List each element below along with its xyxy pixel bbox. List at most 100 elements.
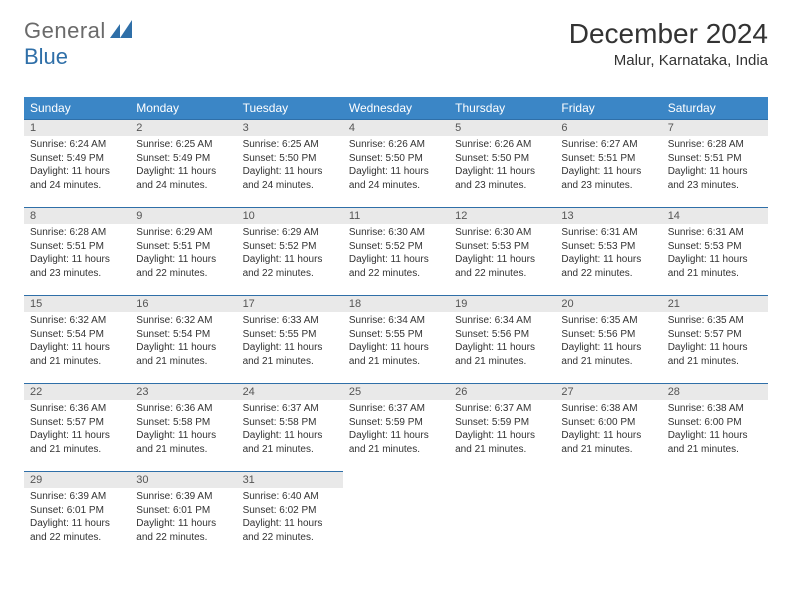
day-body: Sunrise: 6:26 AMSunset: 5:50 PMDaylight:… bbox=[343, 136, 449, 194]
day-line-ss: Sunset: 5:49 PM bbox=[136, 152, 230, 166]
day-number: 24 bbox=[237, 383, 343, 400]
day-line-d1: Daylight: 11 hours bbox=[30, 165, 124, 179]
calendar-day-cell: 4Sunrise: 6:26 AMSunset: 5:50 PMDaylight… bbox=[343, 119, 449, 207]
brand-word1: General bbox=[24, 18, 106, 44]
day-number: 6 bbox=[555, 119, 661, 136]
day-line-d2: and 21 minutes. bbox=[668, 443, 762, 457]
day-line-sr: Sunrise: 6:26 AM bbox=[455, 138, 549, 152]
day-line-d2: and 22 minutes. bbox=[455, 267, 549, 281]
day-body: Sunrise: 6:25 AMSunset: 5:50 PMDaylight:… bbox=[237, 136, 343, 194]
day-line-sr: Sunrise: 6:31 AM bbox=[668, 226, 762, 240]
calendar-table: Sunday Monday Tuesday Wednesday Thursday… bbox=[24, 97, 768, 559]
day-line-d1: Daylight: 11 hours bbox=[349, 253, 443, 267]
day-line-ss: Sunset: 5:51 PM bbox=[136, 240, 230, 254]
calendar-day-cell: 30Sunrise: 6:39 AMSunset: 6:01 PMDayligh… bbox=[130, 471, 236, 559]
day-line-sr: Sunrise: 6:37 AM bbox=[349, 402, 443, 416]
day-line-d1: Daylight: 11 hours bbox=[455, 341, 549, 355]
calendar-day-cell: 21Sunrise: 6:35 AMSunset: 5:57 PMDayligh… bbox=[662, 295, 768, 383]
day-line-d1: Daylight: 11 hours bbox=[668, 429, 762, 443]
day-number: 29 bbox=[24, 471, 130, 488]
day-line-sr: Sunrise: 6:37 AM bbox=[243, 402, 337, 416]
day-line-d1: Daylight: 11 hours bbox=[243, 429, 337, 443]
day-line-d1: Daylight: 11 hours bbox=[668, 165, 762, 179]
day-body: Sunrise: 6:37 AMSunset: 5:59 PMDaylight:… bbox=[343, 400, 449, 458]
calendar-week-row: 22Sunrise: 6:36 AMSunset: 5:57 PMDayligh… bbox=[24, 383, 768, 471]
calendar-day-cell: 20Sunrise: 6:35 AMSunset: 5:56 PMDayligh… bbox=[555, 295, 661, 383]
day-line-ss: Sunset: 5:53 PM bbox=[561, 240, 655, 254]
calendar-page: General December 2024 Malur, Karnataka, … bbox=[0, 0, 792, 577]
day-line-ss: Sunset: 6:01 PM bbox=[136, 504, 230, 518]
day-body: Sunrise: 6:36 AMSunset: 5:58 PMDaylight:… bbox=[130, 400, 236, 458]
day-number: 9 bbox=[130, 207, 236, 224]
day-number: 13 bbox=[555, 207, 661, 224]
day-line-d2: and 21 minutes. bbox=[668, 355, 762, 369]
calendar-day-cell: 1Sunrise: 6:24 AMSunset: 5:49 PMDaylight… bbox=[24, 119, 130, 207]
day-line-d1: Daylight: 11 hours bbox=[455, 165, 549, 179]
calendar-day-cell: 15Sunrise: 6:32 AMSunset: 5:54 PMDayligh… bbox=[24, 295, 130, 383]
calendar-day-cell: 3Sunrise: 6:25 AMSunset: 5:50 PMDaylight… bbox=[237, 119, 343, 207]
weekday-header: Sunday bbox=[24, 97, 130, 119]
day-number: 7 bbox=[662, 119, 768, 136]
day-line-sr: Sunrise: 6:28 AM bbox=[30, 226, 124, 240]
day-line-d2: and 21 minutes. bbox=[136, 443, 230, 457]
calendar-day-cell: 12Sunrise: 6:30 AMSunset: 5:53 PMDayligh… bbox=[449, 207, 555, 295]
calendar-day-cell: 16Sunrise: 6:32 AMSunset: 5:54 PMDayligh… bbox=[130, 295, 236, 383]
month-title: December 2024 bbox=[569, 18, 768, 50]
day-number: 15 bbox=[24, 295, 130, 312]
day-line-sr: Sunrise: 6:33 AM bbox=[243, 314, 337, 328]
day-line-sr: Sunrise: 6:37 AM bbox=[455, 402, 549, 416]
day-body: Sunrise: 6:32 AMSunset: 5:54 PMDaylight:… bbox=[130, 312, 236, 370]
day-line-ss: Sunset: 5:58 PM bbox=[136, 416, 230, 430]
day-number: 3 bbox=[237, 119, 343, 136]
day-number: 17 bbox=[237, 295, 343, 312]
calendar-day-cell bbox=[343, 471, 449, 559]
day-number: 26 bbox=[449, 383, 555, 400]
day-line-sr: Sunrise: 6:27 AM bbox=[561, 138, 655, 152]
day-line-d1: Daylight: 11 hours bbox=[136, 165, 230, 179]
day-line-ss: Sunset: 5:49 PM bbox=[30, 152, 124, 166]
calendar-day-cell: 28Sunrise: 6:38 AMSunset: 6:00 PMDayligh… bbox=[662, 383, 768, 471]
day-line-d2: and 21 minutes. bbox=[561, 355, 655, 369]
day-line-ss: Sunset: 5:50 PM bbox=[349, 152, 443, 166]
day-line-d2: and 22 minutes. bbox=[243, 267, 337, 281]
day-line-sr: Sunrise: 6:35 AM bbox=[561, 314, 655, 328]
day-number: 8 bbox=[24, 207, 130, 224]
day-line-sr: Sunrise: 6:29 AM bbox=[243, 226, 337, 240]
day-body: Sunrise: 6:35 AMSunset: 5:56 PMDaylight:… bbox=[555, 312, 661, 370]
day-line-d2: and 22 minutes. bbox=[561, 267, 655, 281]
day-number: 5 bbox=[449, 119, 555, 136]
day-line-d1: Daylight: 11 hours bbox=[243, 165, 337, 179]
day-line-ss: Sunset: 5:51 PM bbox=[561, 152, 655, 166]
day-body: Sunrise: 6:37 AMSunset: 5:59 PMDaylight:… bbox=[449, 400, 555, 458]
day-line-d2: and 21 minutes. bbox=[561, 443, 655, 457]
day-line-d2: and 21 minutes. bbox=[136, 355, 230, 369]
day-line-sr: Sunrise: 6:32 AM bbox=[30, 314, 124, 328]
calendar-day-cell: 19Sunrise: 6:34 AMSunset: 5:56 PMDayligh… bbox=[449, 295, 555, 383]
day-line-d1: Daylight: 11 hours bbox=[30, 429, 124, 443]
day-line-d2: and 21 minutes. bbox=[30, 443, 124, 457]
day-line-sr: Sunrise: 6:39 AM bbox=[136, 490, 230, 504]
day-line-d2: and 21 minutes. bbox=[243, 443, 337, 457]
day-line-ss: Sunset: 5:51 PM bbox=[668, 152, 762, 166]
day-line-ss: Sunset: 6:02 PM bbox=[243, 504, 337, 518]
day-body: Sunrise: 6:30 AMSunset: 5:53 PMDaylight:… bbox=[449, 224, 555, 282]
day-line-d1: Daylight: 11 hours bbox=[349, 429, 443, 443]
day-number: 22 bbox=[24, 383, 130, 400]
day-line-d2: and 23 minutes. bbox=[30, 267, 124, 281]
calendar-day-cell: 17Sunrise: 6:33 AMSunset: 5:55 PMDayligh… bbox=[237, 295, 343, 383]
day-line-ss: Sunset: 5:51 PM bbox=[30, 240, 124, 254]
calendar-day-cell: 13Sunrise: 6:31 AMSunset: 5:53 PMDayligh… bbox=[555, 207, 661, 295]
day-line-sr: Sunrise: 6:24 AM bbox=[30, 138, 124, 152]
calendar-day-cell: 9Sunrise: 6:29 AMSunset: 5:51 PMDaylight… bbox=[130, 207, 236, 295]
day-line-d2: and 21 minutes. bbox=[349, 443, 443, 457]
day-line-ss: Sunset: 6:00 PM bbox=[561, 416, 655, 430]
calendar-week-row: 29Sunrise: 6:39 AMSunset: 6:01 PMDayligh… bbox=[24, 471, 768, 559]
calendar-day-cell: 31Sunrise: 6:40 AMSunset: 6:02 PMDayligh… bbox=[237, 471, 343, 559]
day-line-d1: Daylight: 11 hours bbox=[455, 429, 549, 443]
day-body: Sunrise: 6:29 AMSunset: 5:51 PMDaylight:… bbox=[130, 224, 236, 282]
day-body: Sunrise: 6:39 AMSunset: 6:01 PMDaylight:… bbox=[130, 488, 236, 546]
day-body: Sunrise: 6:37 AMSunset: 5:58 PMDaylight:… bbox=[237, 400, 343, 458]
day-line-d2: and 21 minutes. bbox=[349, 355, 443, 369]
day-line-d2: and 24 minutes. bbox=[243, 179, 337, 193]
day-line-d1: Daylight: 11 hours bbox=[349, 165, 443, 179]
